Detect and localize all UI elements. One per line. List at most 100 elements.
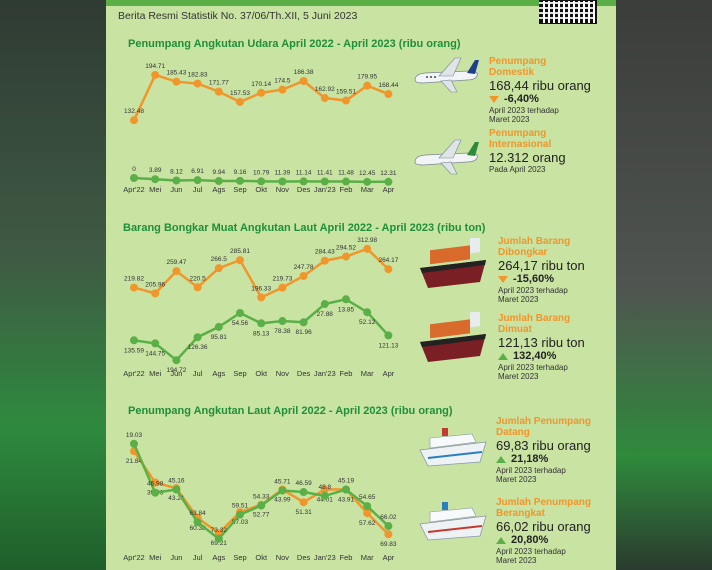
data-point xyxy=(278,486,287,495)
qr-code-overlay xyxy=(539,0,595,22)
data-point xyxy=(363,177,372,186)
x-tick-label: Des xyxy=(297,185,311,194)
data-point xyxy=(320,256,329,265)
data-label: 21.84 xyxy=(126,458,143,465)
airplane-icon xyxy=(414,57,479,93)
x-tick-label: Jul xyxy=(193,185,203,194)
x-tick-label: Okt xyxy=(255,185,268,194)
data-point xyxy=(342,252,350,261)
data-label: 132.48 xyxy=(124,108,144,115)
data-label: 78.38 xyxy=(274,328,291,335)
data-label: 13.85 xyxy=(338,306,355,313)
data-label: 157.53 xyxy=(230,90,250,97)
x-tick-label: Feb xyxy=(340,185,353,194)
x-tick-label: Mar xyxy=(361,369,374,378)
data-point xyxy=(299,76,308,85)
data-point xyxy=(363,308,372,317)
data-label: 284.43 xyxy=(315,249,335,256)
summary-label: Datang xyxy=(496,427,530,438)
data-point xyxy=(214,264,223,273)
data-label: 9.16 xyxy=(234,169,247,176)
summary-label: Berangkat xyxy=(496,508,545,519)
data-label: 159.51 xyxy=(336,89,356,96)
data-label: 12.45 xyxy=(359,170,376,177)
data-point xyxy=(214,534,223,543)
data-label: 264.17 xyxy=(378,257,398,264)
data-label: 52.77 xyxy=(253,512,270,519)
data-point xyxy=(384,177,393,186)
data-point xyxy=(151,478,160,487)
data-point xyxy=(320,300,329,309)
data-label: 196.33 xyxy=(251,285,271,292)
data-label: 45.16 xyxy=(168,478,185,485)
summary-note: April 2023 terhadap xyxy=(496,547,566,556)
data-label: 8.12 xyxy=(170,168,183,175)
x-tick-label: Ags xyxy=(212,369,225,378)
data-point xyxy=(130,116,138,125)
data-label: 144.75 xyxy=(145,350,165,357)
x-tick-label: Nov xyxy=(276,185,290,194)
sea-passenger-chart: Apr'22 Mei Jun Jul Ags Sep Okt Nov Des Jan'23 Feb M… xyxy=(123,432,397,562)
data-label: 46.98 xyxy=(147,481,164,488)
x-tick-label: Des xyxy=(297,369,311,378)
data-label: 19.03 xyxy=(126,432,143,439)
arriving-passenger-summary: Jumlah Penumpang Datang 69,83 ribu orang… xyxy=(496,416,614,484)
x-tick-label: Feb xyxy=(340,369,353,378)
x-tick-label: Des xyxy=(297,553,311,562)
data-label: 12.31 xyxy=(380,170,397,177)
data-point xyxy=(257,293,266,302)
domestic-air-summary: Penumpang Domestik 168,44 ribu orang -6,… xyxy=(489,56,614,124)
summary-label: Domestik xyxy=(489,67,535,78)
data-label: 48.8 xyxy=(318,484,331,491)
data-label: 46.59 xyxy=(295,480,312,487)
data-label: 54.56 xyxy=(232,320,249,327)
data-point xyxy=(384,331,393,340)
decrease-icon xyxy=(498,275,508,283)
sea-cargo-chart: Apr'22 Mei Jun Jul Ags Sep Okt Nov Des Jan'23 Feb M… xyxy=(123,237,398,378)
data-label: 194.72 xyxy=(166,367,186,374)
data-point xyxy=(257,501,266,510)
data-label: 52.12 xyxy=(359,319,376,326)
data-point xyxy=(257,88,266,97)
data-label: 11.14 xyxy=(296,169,312,176)
passenger-ship-icon xyxy=(419,502,487,541)
data-label: 45.19 xyxy=(338,478,355,485)
data-label: 162.92 xyxy=(315,86,335,93)
x-tick-label: Okt xyxy=(255,553,268,562)
summary-label: Dibongkar xyxy=(498,247,548,258)
air-chart-title: Penumpang Angkutan Udara April 2022 - Ap… xyxy=(128,38,461,50)
x-tick-label: Jan'23 xyxy=(314,369,336,378)
increase-icon xyxy=(498,352,508,360)
cargo-chart-title: Barang Bongkar Muat Angkutan Laut April … xyxy=(123,222,486,234)
data-label: 0 xyxy=(132,166,136,173)
data-label: 85.13 xyxy=(253,330,270,337)
data-point xyxy=(130,439,138,448)
cargo-ship-icon xyxy=(420,312,486,362)
data-point xyxy=(214,322,223,331)
passenger-ship-icon xyxy=(419,428,487,467)
data-label: 171.77 xyxy=(209,80,229,87)
x-tick-label: Jul xyxy=(193,553,203,562)
data-point xyxy=(278,85,287,94)
data-point xyxy=(342,96,350,105)
x-tick-label: Jan'23 xyxy=(314,185,336,194)
x-tick-label: Nov xyxy=(276,553,290,562)
data-point xyxy=(236,176,244,185)
data-label: 73.32 xyxy=(211,527,228,534)
data-point xyxy=(130,283,138,292)
data-point xyxy=(193,283,202,292)
data-point xyxy=(363,81,372,90)
loaded-cargo-summary: Jumlah Barang Dimuat 121,13 ribu ton 132… xyxy=(498,313,614,381)
data-point xyxy=(320,491,329,500)
summary-note: April 2023 terhadap xyxy=(498,286,568,295)
data-point xyxy=(342,177,350,186)
data-point xyxy=(172,267,181,276)
summary-change: 132,40% xyxy=(513,350,557,362)
summary-change: -6,40% xyxy=(504,93,539,105)
summary-note: Maret 2023 xyxy=(496,556,537,565)
data-label: 10.79 xyxy=(253,169,270,176)
summary-value: 12.312 orang xyxy=(489,150,566,165)
data-label: 27.88 xyxy=(317,311,334,318)
data-point xyxy=(172,485,181,494)
data-label: 247.78 xyxy=(294,264,314,271)
